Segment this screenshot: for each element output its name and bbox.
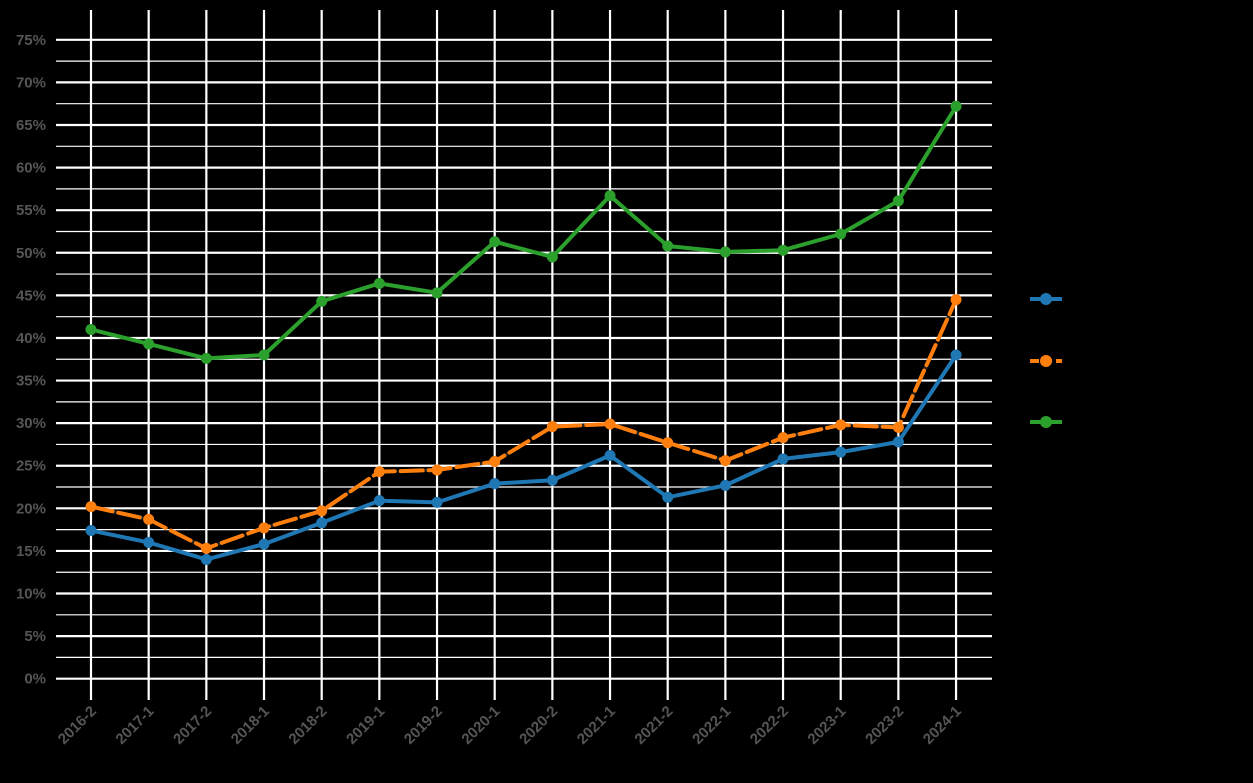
x-tick-label: 2019-2 [401,703,446,748]
series-lines [85,100,962,565]
data-point [316,295,328,307]
data-point [604,190,616,202]
x-tick-label: 2019-1 [343,703,388,748]
data-point [85,524,97,536]
data-point [143,513,155,525]
grid [56,10,992,700]
data-point [777,453,789,465]
data-point [604,450,616,462]
data-point [489,236,501,248]
y-tick-label: 45% [16,287,46,304]
y-tick-label: 20% [16,500,46,517]
x-tick-label: 2020-1 [458,703,503,748]
x-tick-label: 2020-2 [516,703,561,748]
data-point [316,505,328,517]
y-tick-label: 25% [16,458,46,475]
legend [1030,293,1062,428]
data-point [892,421,904,433]
legend-marker [1040,293,1052,305]
data-point [431,287,443,299]
data-point [835,446,847,458]
y-tick-label: 30% [16,415,46,432]
x-axis-ticks: 2016-2 2017-1 2017-2 2018-1 2018-2 2019-1 2019… [55,703,965,748]
data-point [258,349,270,361]
data-point [258,538,270,550]
data-point [662,240,674,252]
data-point [143,536,155,548]
data-point [835,228,847,240]
x-tick-label: 2016-2 [55,703,100,748]
series-line [89,353,959,562]
data-point [662,437,674,449]
y-axis-ticks: 0% 5% 10% 15% 20% 25% 30% 35% 40% 45% 50% 55% 60% 65%… [16,32,46,688]
data-point [431,496,443,508]
data-point [316,517,328,529]
data-point [489,455,501,467]
x-tick-label: 2022-1 [689,703,734,748]
data-point [373,466,385,478]
data-point [200,542,212,554]
data-point [662,491,674,503]
data-point [892,195,904,207]
x-tick-label: 2017-1 [112,703,157,748]
series-2 [85,294,962,554]
data-point [546,474,558,486]
series-1 [85,349,962,565]
y-tick-label: 10% [16,586,46,603]
legend-marker [1040,416,1052,428]
x-tick-label: 2022-2 [747,703,792,748]
x-tick-label: 2018-1 [228,703,273,748]
data-point [719,479,731,491]
data-point [719,455,731,467]
y-tick-label: 40% [16,330,46,347]
data-point [950,100,962,112]
data-point [777,432,789,444]
data-point [200,553,212,565]
y-tick-label: 60% [16,160,46,177]
y-tick-label: 70% [16,74,46,91]
y-tick-label: 50% [16,245,46,262]
x-tick-label: 2024-1 [920,703,965,748]
data-point [950,294,962,306]
legend-key-3 [1030,416,1062,428]
y-tick-label: 15% [16,543,46,560]
legend-key-2 [1030,355,1062,367]
data-point [546,251,558,263]
data-point [373,495,385,507]
y-tick-label: 55% [16,202,46,219]
data-point [431,464,443,476]
x-tick-label: 2023-2 [862,703,907,748]
data-point [719,246,731,258]
data-point [489,478,501,490]
x-tick-label: 2017-2 [170,703,215,748]
data-point [373,277,385,289]
data-point [85,323,97,335]
data-point [258,522,270,534]
y-tick-label: 5% [24,628,46,645]
x-tick-label: 2021-1 [574,703,619,748]
series-3 [85,100,962,364]
x-tick-label: 2021-2 [631,703,676,748]
legend-marker [1040,355,1052,367]
x-tick-label: 2018-2 [285,703,330,748]
data-point [143,338,155,350]
data-point [777,244,789,256]
series-line [89,104,959,361]
legend-key-1 [1030,293,1062,305]
y-tick-label: 0% [24,671,46,688]
y-tick-label: 65% [16,117,46,134]
y-tick-label: 75% [16,32,46,49]
data-point [85,501,97,513]
data-point [604,418,616,430]
data-point [950,349,962,361]
y-tick-label: 35% [16,373,46,390]
x-tick-label: 2023-1 [804,703,849,748]
data-point [546,421,558,433]
data-point [835,419,847,431]
series-line [89,297,959,551]
data-point [200,352,212,364]
data-point [892,436,904,448]
